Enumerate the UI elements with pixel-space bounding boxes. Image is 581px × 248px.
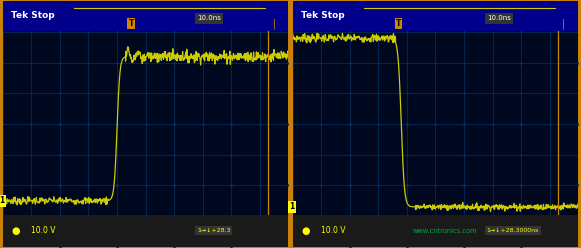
FancyBboxPatch shape — [3, 1, 288, 31]
Text: 1: 1 — [0, 196, 5, 205]
Text: 1: 1 — [289, 202, 295, 211]
Text: T: T — [396, 19, 401, 28]
Text: 10.0 V: 10.0 V — [321, 226, 346, 235]
Text: www.cntronics.com: www.cntronics.com — [413, 228, 477, 234]
Text: Tek Stop: Tek Stop — [12, 11, 55, 21]
FancyBboxPatch shape — [293, 215, 578, 247]
Text: |: | — [562, 18, 565, 29]
Text: 10.0ns: 10.0ns — [487, 15, 511, 21]
Text: ●: ● — [302, 226, 310, 236]
Text: T: T — [128, 19, 134, 28]
Text: 10.0 V: 10.0 V — [31, 226, 56, 235]
Text: 1→↓+28.3000ns: 1→↓+28.3000ns — [487, 228, 539, 233]
Text: 10.0ns: 10.0ns — [197, 15, 221, 21]
Text: Tek Stop: Tek Stop — [302, 11, 345, 21]
FancyBboxPatch shape — [293, 1, 578, 31]
Text: 1→↓+28.3: 1→↓+28.3 — [197, 228, 231, 233]
Text: ●: ● — [12, 226, 20, 236]
FancyBboxPatch shape — [3, 215, 288, 247]
Text: |: | — [272, 18, 275, 29]
